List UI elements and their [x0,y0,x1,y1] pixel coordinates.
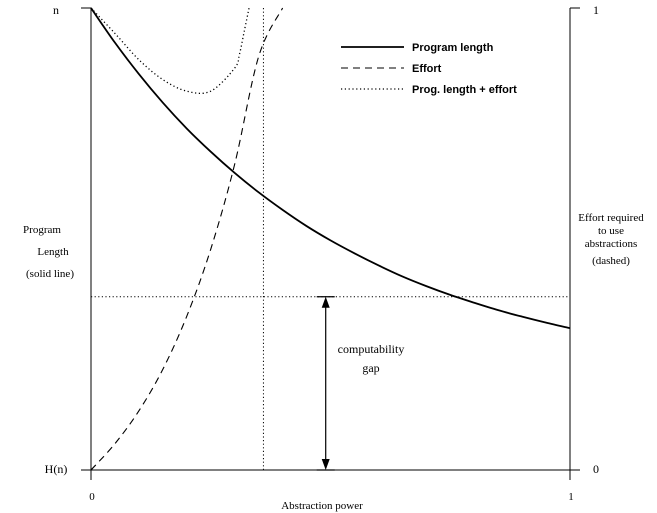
legend: Program length Effort Prog. length + effor… [341,42,517,96]
axis-ticks [81,7,580,480]
series-line-program-length [90,7,571,330]
right-axis-label-line: abstractions [585,238,638,250]
right-axis-bottom-label: 0 [593,462,599,476]
right-axis-label-line: (dashed) [592,255,630,267]
right-axis-top-label: 1 [593,3,599,17]
legend-label-effort: Effort [412,63,442,75]
x-tick-label: 1 [568,491,574,503]
reference-lines [91,8,570,470]
series-layer [90,7,571,471]
x-axis-label: Abstraction power [281,500,363,512]
computability-gap-annotation: computability gap [316,296,405,471]
legend-label-prog-length-effort: Prog. length + effort [412,84,517,96]
left-axis-bottom-label: H(n) [45,462,68,476]
gap-arrow-head-top [321,296,330,308]
right-axis-label-line: Effort required [578,212,644,224]
gap-arrow-head-bottom [321,459,330,470]
left-axis-label-line: (solid line) [26,268,74,280]
left-axis-top-label: n [53,3,59,17]
series-line-effort [90,7,284,471]
left-axis-label-line: Length [37,246,69,258]
left-axis-label-line: Program [23,224,61,236]
plot-frame [81,8,580,471]
x-tick-label: 0 [89,491,95,503]
series-line-prog-length-effort [90,7,250,95]
gap-label-line: gap [362,361,379,375]
right-axis-label-line: to use [598,225,624,237]
legend-label-program-length: Program length [412,42,494,54]
gap-label-line: computability [338,342,405,356]
